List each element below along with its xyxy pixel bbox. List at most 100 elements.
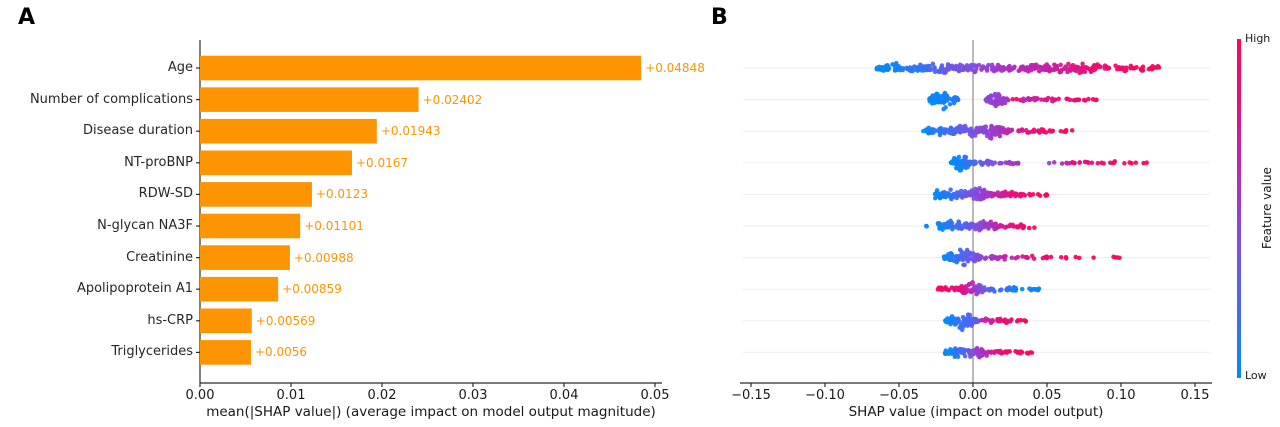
beeswarm-point [1134, 64, 1139, 70]
x-tick-label-a: 0.04 [549, 388, 579, 403]
feature-label: Creatinine [126, 249, 193, 265]
beeswarm-point [1047, 69, 1052, 74]
beeswarm-point [993, 349, 998, 354]
beeswarm-point [1002, 257, 1007, 262]
beeswarm-point [1090, 66, 1095, 72]
beeswarm-point [1048, 128, 1053, 134]
beeswarm-point [989, 349, 994, 354]
beeswarm-point [1080, 61, 1085, 67]
beeswarm-point [978, 224, 984, 229]
beeswarm-point [934, 91, 940, 96]
beeswarm-point [967, 132, 973, 137]
bar [200, 87, 419, 112]
beeswarm-point [963, 154, 969, 160]
beeswarm-point [1028, 97, 1034, 102]
beeswarm-point [970, 160, 976, 166]
beeswarm-point [969, 323, 975, 328]
beeswarm-point [958, 192, 964, 197]
beeswarm-point [998, 222, 1003, 228]
beeswarm-point [974, 284, 979, 290]
x-axis-label-panel-b: SHAP value (impact on model output) [848, 404, 1104, 420]
beeswarm-point [968, 352, 974, 357]
beeswarm-point [992, 191, 997, 196]
beeswarm-point [1077, 160, 1082, 165]
beeswarm-point [943, 105, 948, 110]
beeswarm-point [961, 351, 967, 356]
beeswarm-point [1064, 160, 1069, 166]
beeswarm-point [1013, 286, 1018, 291]
feature-label: NT-proBNP [124, 154, 193, 170]
bar-value-label: +0.04848 [645, 61, 705, 75]
beeswarm-point [959, 249, 964, 254]
beeswarm-point [990, 161, 995, 167]
beeswarm-point [1011, 65, 1017, 70]
beeswarm-point [956, 127, 962, 132]
beeswarm-point [951, 348, 956, 353]
beeswarm-point [986, 318, 992, 323]
beeswarm-point [997, 133, 1003, 139]
beeswarm-point [1019, 127, 1025, 132]
beeswarm-point [943, 70, 948, 75]
beeswarm-point [946, 67, 951, 72]
beeswarm-point [970, 280, 975, 285]
beeswarm-point [942, 254, 947, 260]
beeswarm-point [1029, 67, 1034, 73]
beeswarm-point [963, 322, 968, 327]
beeswarm-point [1033, 287, 1039, 293]
beeswarm-point [1024, 128, 1029, 133]
bar [200, 213, 301, 239]
beeswarm-point [1022, 193, 1028, 198]
beeswarm-point [995, 190, 1001, 195]
beeswarm-point [995, 256, 1001, 262]
colorbar-gradient [1237, 39, 1241, 378]
beeswarm-point [997, 161, 1002, 166]
colorbar-high-label: High [1245, 32, 1271, 45]
bar-value-label: +0.01101 [304, 219, 364, 233]
bar [200, 276, 279, 302]
beeswarm-point [952, 65, 957, 70]
beeswarm-point [951, 254, 957, 260]
beeswarm-point [1064, 96, 1069, 102]
beeswarm-point [937, 126, 943, 131]
beeswarm-point [1038, 66, 1043, 71]
beeswarm-point [1000, 350, 1005, 355]
beeswarm-point [947, 317, 953, 323]
beeswarm-point [1086, 160, 1091, 166]
beeswarm-point [1018, 193, 1024, 198]
beeswarm-point [1046, 160, 1052, 166]
beeswarm-point [971, 257, 977, 263]
beeswarm-point [1005, 129, 1010, 134]
beeswarm-point [960, 314, 966, 320]
beeswarm-point [975, 290, 980, 296]
beeswarm-point [1122, 161, 1127, 166]
beeswarm-point [984, 129, 990, 134]
beeswarm-point [950, 227, 955, 232]
beeswarm-point [949, 220, 955, 226]
feature-label: N-glycan NA3F [97, 218, 193, 233]
beeswarm-point [988, 95, 993, 100]
beeswarm-point [1106, 66, 1112, 71]
beeswarm-point [943, 93, 949, 99]
beeswarm-point [1058, 128, 1064, 134]
x-axis-label-panel-a: mean(|SHAP value|) (average impact on mo… [206, 404, 656, 420]
beeswarm-point [1133, 160, 1139, 165]
beeswarm-point [976, 62, 982, 68]
beeswarm-point [1015, 160, 1020, 166]
beeswarm-point [947, 101, 953, 107]
beeswarm-point [1053, 65, 1059, 70]
beeswarm-point [988, 219, 994, 224]
bar [200, 182, 312, 207]
beeswarm-point [964, 63, 970, 68]
beeswarm-point [1005, 160, 1010, 166]
beeswarm-point [995, 317, 1000, 323]
beeswarm-point [1032, 225, 1037, 230]
bar-value-label: +0.01943 [380, 124, 441, 139]
beeswarm-point [946, 255, 952, 261]
bar [200, 308, 252, 334]
beeswarm-point [962, 123, 968, 129]
beeswarm-point [976, 253, 982, 259]
beeswarm-point [1061, 129, 1067, 134]
beeswarm-point [934, 188, 940, 193]
beeswarm-point [979, 317, 984, 323]
beeswarm-point [959, 158, 964, 164]
